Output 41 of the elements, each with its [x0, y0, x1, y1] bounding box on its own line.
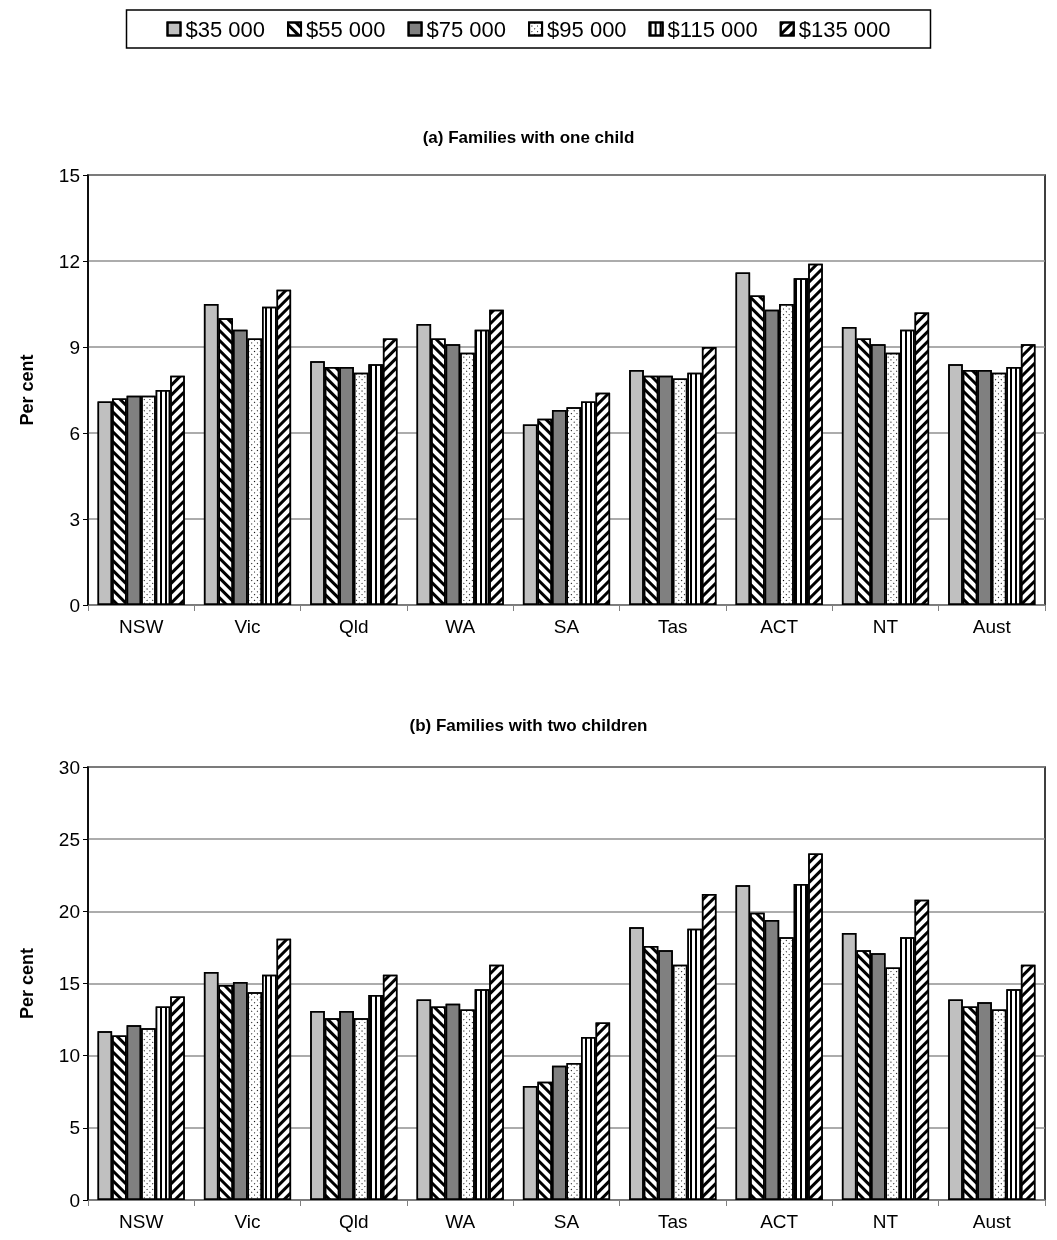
- legend-label: $95 000: [547, 16, 627, 42]
- y-axis-title: Per cent: [17, 354, 37, 426]
- x-tick-label: WA: [445, 616, 476, 637]
- x-tick-label: NSW: [119, 1211, 164, 1232]
- x-tick-label: Qld: [339, 1211, 369, 1232]
- x-tick-label: WA: [445, 1211, 476, 1232]
- x-tick-label: Tas: [658, 1211, 688, 1232]
- y-tick-label: 5: [69, 1117, 80, 1139]
- y-tick-label: 15: [58, 164, 80, 186]
- x-tick-label: Tas: [658, 616, 688, 637]
- x-tick-label: NT: [872, 616, 899, 637]
- legend-label: $75 000: [426, 16, 507, 42]
- x-tick-label: Vic: [234, 616, 261, 637]
- y-tick-label: 9: [69, 336, 80, 358]
- x-tick-label: Qld: [339, 616, 369, 637]
- y-tick-label: 0: [69, 594, 80, 616]
- chart-title: (a) Families with one child: [422, 128, 635, 147]
- legend-label: $135 000: [798, 16, 891, 42]
- x-tick-label: NT: [872, 1211, 899, 1232]
- y-tick-label: 12: [58, 250, 80, 272]
- chart-title: (b) Families with two children: [409, 716, 648, 735]
- x-tick-label: Vic: [234, 1211, 261, 1232]
- x-tick-label: Aust: [972, 616, 1012, 637]
- y-tick-label: 20: [58, 900, 80, 922]
- legend-label: $55 000: [306, 16, 386, 42]
- y-axis-title: Per cent: [17, 947, 37, 1020]
- legend-label: $35 000: [185, 16, 266, 42]
- y-tick-label: 0: [69, 1189, 80, 1211]
- y-tick-label: 10: [58, 1045, 80, 1067]
- y-tick-label: 3: [69, 508, 80, 530]
- x-tick-label: Aust: [972, 1211, 1012, 1232]
- x-tick-label: NSW: [119, 616, 164, 637]
- x-tick-label: SA: [553, 616, 580, 637]
- x-tick-label: ACT: [760, 616, 799, 637]
- y-tick-label: 25: [58, 828, 80, 850]
- y-tick-label: 6: [69, 422, 80, 444]
- legend-label: $115 000: [667, 16, 758, 42]
- y-tick-label: 15: [58, 973, 80, 994]
- y-tick-label: 30: [58, 756, 80, 778]
- x-tick-label: ACT: [760, 1211, 799, 1232]
- x-tick-label: SA: [553, 1211, 580, 1232]
